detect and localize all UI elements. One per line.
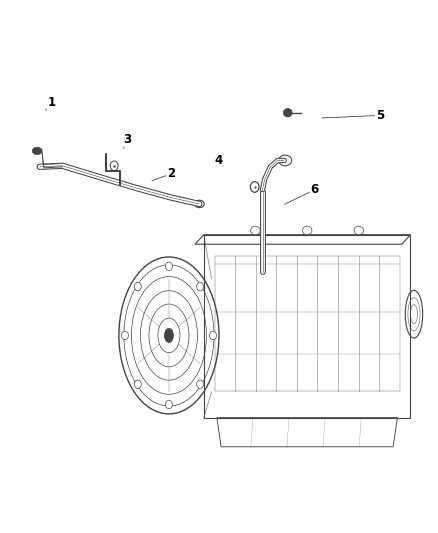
Ellipse shape [164,328,173,343]
Ellipse shape [302,226,312,235]
Ellipse shape [32,147,42,155]
Text: 6: 6 [311,183,319,196]
Ellipse shape [209,331,216,340]
Ellipse shape [121,331,128,340]
Ellipse shape [110,161,118,171]
Ellipse shape [166,262,173,271]
Text: 2: 2 [167,167,175,180]
Text: 5: 5 [376,109,384,122]
Ellipse shape [283,109,292,117]
Ellipse shape [197,282,204,291]
Text: 1: 1 [47,95,56,109]
Ellipse shape [354,226,364,235]
Ellipse shape [251,182,259,192]
Ellipse shape [134,282,141,291]
Text: 4: 4 [215,154,223,167]
Ellipse shape [166,400,173,409]
Ellipse shape [134,380,141,389]
Ellipse shape [197,380,204,389]
Ellipse shape [251,226,260,235]
Text: 3: 3 [124,133,132,146]
